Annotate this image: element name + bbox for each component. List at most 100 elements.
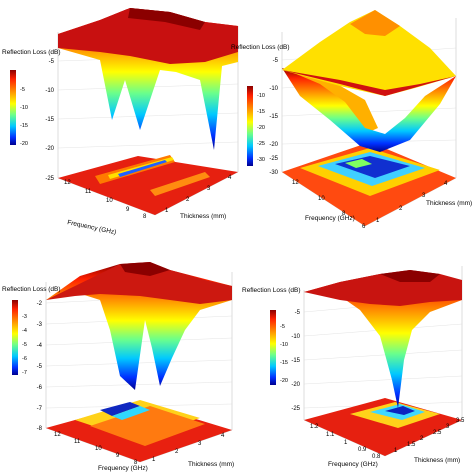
y-tick: 2 [175, 449, 179, 455]
x-tick: 0.8 [372, 454, 381, 460]
z-tick: -5 [273, 58, 279, 64]
z-tick: -3 [37, 322, 43, 328]
x-tick: 10 [106, 198, 113, 204]
y-ticks: 1 2 3 4 [165, 175, 232, 214]
surface-peak [350, 10, 400, 36]
contour-projection [304, 398, 462, 456]
colorbar-tick: -25 [257, 141, 265, 147]
contour-band-blue [100, 402, 140, 416]
x-axis-label: Frequency (GHz) [67, 219, 117, 236]
colorbar-tick: -10 [257, 93, 265, 99]
x-ticks: 12 11 10 9 8 [64, 180, 147, 220]
colorbar-tick: -15 [20, 123, 28, 129]
surface [58, 8, 238, 150]
x-tick: 9 [126, 207, 130, 213]
y-ticks: 1 2 3 4 [152, 433, 225, 463]
x-tick: 9 [116, 453, 120, 459]
surface-ridge [128, 8, 205, 30]
panel-top-right: -5 -10 -15 -20 -25 -30 Reflection Loss (… [231, 10, 472, 230]
y-tick: 3 [446, 424, 450, 430]
y-tick: 1 [394, 448, 398, 454]
y-ticks: 1 2 3 4 [376, 181, 448, 224]
z-tick: -5 [295, 310, 301, 316]
colorbar [270, 310, 276, 385]
x-axis-label: Frequency (GHz) [98, 465, 148, 472]
surface-ridge [380, 270, 440, 282]
z-ticks: -2 -3 -4 -5 -6 -7 -8 [37, 301, 43, 432]
colorbar-ticks: -10 -15 -20 -25 -30 [257, 93, 265, 163]
x-tick: 1 [344, 440, 348, 446]
colorbar-tick: -7 [22, 370, 27, 376]
z-tick: -2 [37, 301, 43, 307]
contour-projection [46, 400, 232, 462]
x-axis-label: Frequency (GHz) [328, 461, 378, 468]
z-tick: -15 [45, 117, 54, 123]
surface [46, 262, 232, 390]
x-tick: 8 [134, 460, 138, 466]
surface-upper [282, 10, 456, 96]
z-tick: -30 [269, 170, 278, 176]
x-tick: 6 [362, 224, 366, 230]
z-tick: -25 [269, 156, 278, 162]
y-tick: 1 [376, 218, 380, 224]
colorbar-tick: -10 [280, 342, 288, 348]
contour-band-blue [385, 406, 415, 415]
surface-top [46, 262, 232, 304]
colorbar-tick: -10 [20, 105, 28, 111]
z-tick: -10 [291, 334, 300, 340]
x-tick: 1.1 [326, 432, 335, 438]
colorbar [12, 300, 18, 375]
x-tick: 8 [342, 211, 346, 217]
y-tick: 1.5 [407, 442, 416, 448]
y-tick: 1 [165, 208, 169, 214]
z-axis-label: Reflection Loss (dB) [2, 49, 61, 56]
x-tick: 11 [74, 439, 81, 445]
x-tick: 10 [95, 446, 102, 452]
y-tick: 3 [198, 441, 202, 447]
surface [304, 270, 462, 408]
contour-band-blue [118, 160, 167, 177]
colorbar-tick: -5 [20, 87, 25, 93]
z-tick: -6 [37, 385, 43, 391]
panel-bottom-right: -5 -10 -15 -20 -25 Reflection Loss (dB) … [242, 266, 465, 468]
y-tick: 2.5 [433, 430, 442, 436]
y-tick: 4 [228, 175, 232, 181]
contour-band-orange-2 [150, 172, 210, 196]
x-tick: 1.2 [310, 424, 319, 430]
y-tick: 3.5 [456, 418, 465, 424]
colorbar-tick: -20 [257, 125, 265, 131]
x-tick: 12 [292, 180, 299, 186]
z-ticks: -5 -10 -15 -20 -25 [45, 59, 54, 182]
z-tick: -10 [45, 88, 54, 94]
x-tick: 12 [54, 432, 61, 438]
z-axis-label: Reflection Loss (dB) [2, 286, 61, 293]
z-tick: -15 [291, 358, 300, 364]
surface [282, 10, 456, 152]
contour-base [58, 156, 238, 215]
z-tick: -20 [45, 146, 54, 152]
y-tick: 1 [152, 457, 156, 463]
colorbar-tick: -30 [257, 157, 265, 163]
y-tick: 2 [186, 197, 190, 203]
colorbar-tick: -6 [22, 356, 27, 362]
y-tick: 4 [444, 181, 448, 187]
colorbar-tick: -15 [257, 109, 265, 115]
contour-band-cyan [112, 406, 150, 420]
z-tick: -20 [269, 142, 278, 148]
z-tick: -10 [269, 86, 278, 92]
z-tick: -25 [291, 406, 300, 412]
contour-projection [282, 142, 456, 226]
surface-top [304, 270, 462, 306]
x-tick: 12 [64, 180, 71, 186]
z-tick: -15 [269, 114, 278, 120]
z-tick: -7 [37, 406, 43, 412]
z-tick: -8 [37, 426, 43, 432]
contour-band-orange [90, 406, 205, 446]
colorbar [247, 86, 253, 166]
y-axis-label: Thickness (mm) [180, 213, 226, 220]
colorbar-tick: -20 [280, 378, 288, 384]
y-ticks: 1 1.5 2 2.5 3 3.5 [394, 418, 465, 454]
contour-band-green [345, 159, 372, 168]
x-ticks: 12 11 10 9 8 [54, 432, 138, 466]
